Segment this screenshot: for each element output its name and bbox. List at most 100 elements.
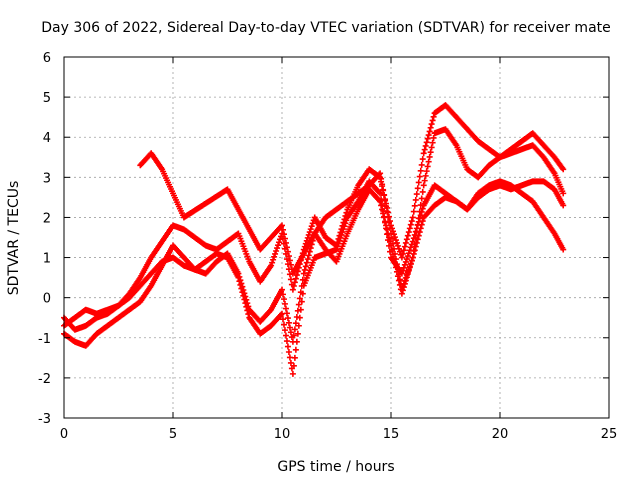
trace-segment <box>127 299 143 312</box>
trace-segment <box>181 187 230 220</box>
trace-segment <box>378 196 394 255</box>
trace-segment <box>476 163 492 180</box>
trace-segment <box>279 226 295 273</box>
trace-segment <box>192 235 208 248</box>
y-tick-label: 1 <box>43 252 51 267</box>
trace-segment <box>94 323 110 337</box>
trace-segment <box>334 233 350 263</box>
trace-segment <box>149 264 165 287</box>
trace-segment <box>138 284 154 304</box>
trace-segment <box>378 175 394 232</box>
data-point <box>377 170 384 177</box>
x-axis-label: GPS time / hours <box>277 459 394 475</box>
trace-segment <box>138 256 154 279</box>
trace-segment <box>170 192 186 219</box>
trace-segment <box>476 183 492 196</box>
trace-segment <box>269 288 285 311</box>
axes: 0 5 10 15 20 25 -3 -2 -1 0 1 2 3 4 5 6 <box>38 51 617 442</box>
trace-segment <box>345 199 361 219</box>
trace-segment <box>421 134 437 184</box>
data-point <box>388 230 394 237</box>
trace-segment <box>258 307 274 324</box>
trace-segment <box>410 205 426 242</box>
y-tick-label: 4 <box>43 131 51 146</box>
trace-segment <box>83 315 99 329</box>
trace-segment <box>160 168 176 195</box>
trace-segment <box>279 316 295 372</box>
trace-segment <box>225 188 241 211</box>
trace-segment <box>465 191 481 211</box>
trace-segment <box>334 217 350 250</box>
y-axis-label: SDTVAR / TECUs <box>6 181 22 296</box>
trace-segment <box>149 151 165 171</box>
data-point <box>560 190 567 197</box>
trace-segment <box>214 239 230 252</box>
data-point <box>409 238 416 245</box>
trace-segment <box>367 171 383 188</box>
trace-segment <box>410 156 426 215</box>
trace-segment <box>225 231 241 244</box>
trace-segment <box>432 183 448 196</box>
trace-segment <box>399 241 415 274</box>
data-point <box>333 246 340 253</box>
trace-segment <box>345 183 372 204</box>
trace-segment <box>258 264 274 284</box>
trace-segment <box>138 271 154 288</box>
trace-segment <box>181 227 197 240</box>
chart-title: Day 306 of 2022, Sidereal Day-to-day VTE… <box>41 20 611 36</box>
trace-segment <box>530 143 546 160</box>
trace-segment <box>530 131 546 148</box>
data-point <box>409 214 416 221</box>
trace-segment <box>72 307 88 320</box>
trace-segment <box>127 276 143 296</box>
data-marks <box>61 102 567 377</box>
trace-segment <box>356 188 372 211</box>
x-tick-label: 15 <box>383 427 400 442</box>
trace-segment <box>269 311 285 328</box>
trace-segment <box>530 199 546 219</box>
y-tick-label: -2 <box>38 372 51 387</box>
x-tick-label: 20 <box>492 427 509 442</box>
trace-segment <box>258 223 285 252</box>
trace-segment <box>552 188 566 207</box>
trace-segment <box>247 316 263 336</box>
data-point <box>398 254 405 261</box>
trace-segment <box>552 232 566 251</box>
trace-segment <box>323 235 339 248</box>
trace-segment <box>258 323 274 337</box>
data-point <box>398 286 405 293</box>
data-point <box>279 310 285 317</box>
y-tick-label: 2 <box>43 211 51 226</box>
trace-segment <box>432 195 448 208</box>
trace-segment <box>541 143 557 160</box>
data-point <box>289 286 296 293</box>
trace-segment <box>541 179 557 192</box>
trace-segment <box>116 295 132 308</box>
y-tick-label: 6 <box>43 51 51 66</box>
data-point <box>377 190 384 197</box>
trace-segment <box>160 223 176 244</box>
trace-segment <box>519 191 535 204</box>
trace-segment <box>345 208 361 235</box>
trace-segment <box>552 172 566 195</box>
trace-segment <box>541 155 557 175</box>
data-point <box>235 274 242 281</box>
trace-segment <box>454 144 470 171</box>
trace-segment <box>170 243 186 260</box>
trace-segment <box>399 257 415 290</box>
x-tick-label: 5 <box>169 427 177 442</box>
trace-segment <box>203 251 219 264</box>
trace-segment <box>356 167 372 187</box>
trace-segment <box>399 218 415 257</box>
trace-segment <box>476 138 492 152</box>
grid <box>64 57 609 418</box>
trace-segment <box>443 103 459 120</box>
trace-segment <box>421 184 437 207</box>
y-tick-label: -1 <box>38 332 51 347</box>
x-tick-label: 25 <box>601 427 618 442</box>
x-tick-label: 0 <box>60 427 68 442</box>
data-point <box>409 254 416 261</box>
trace-segment <box>83 331 99 348</box>
data-point <box>420 150 427 157</box>
